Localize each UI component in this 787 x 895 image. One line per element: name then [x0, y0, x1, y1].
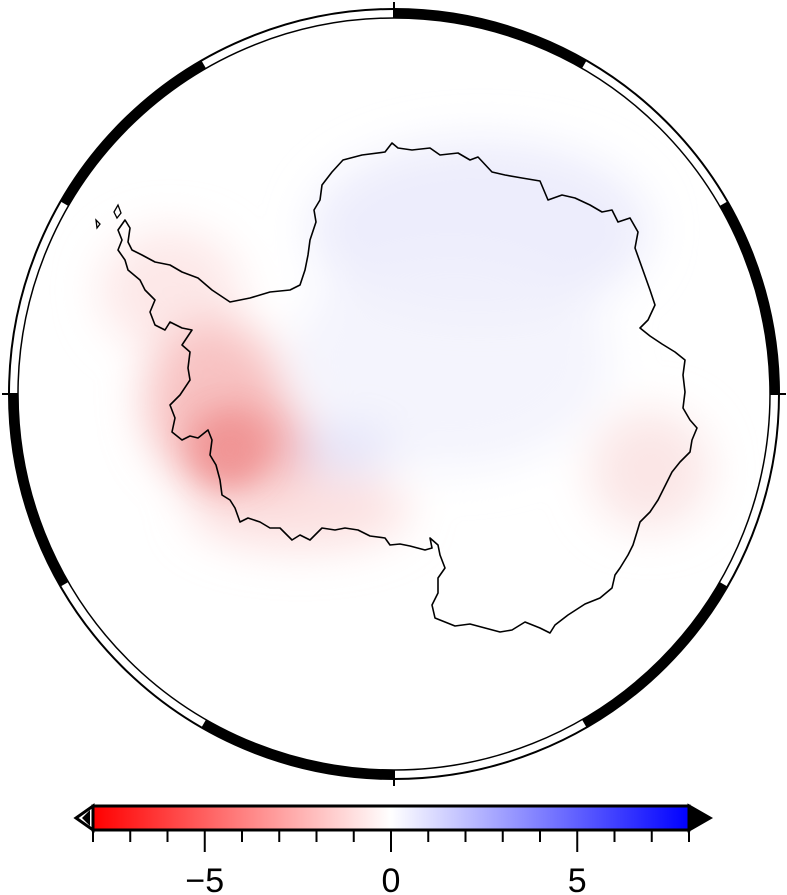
blue-anomaly-center — [295, 425, 395, 475]
colorbar: −5 0 5 — [73, 803, 714, 895]
blue-anomaly-interior — [290, 250, 610, 470]
frame-segment — [393, 9, 587, 69]
frame-segment — [581, 581, 728, 728]
colorbar-tick-label: 5 — [568, 862, 587, 895]
colorbar-tick-label: 0 — [382, 862, 401, 895]
red-anomaly-peninsula — [100, 230, 240, 350]
colorbar-ticks: −5 0 5 — [92, 830, 690, 895]
frame-segment — [60, 60, 207, 207]
frame-segment — [719, 201, 779, 395]
colorbar-high-extension — [687, 803, 714, 833]
colorbar-gradient — [91, 804, 691, 832]
colorbar-low-extension-fill — [82, 810, 90, 826]
colorbar-tick-label: −5 — [185, 862, 224, 895]
map-frame — [2, 2, 786, 786]
coastline — [117, 142, 698, 634]
peninsula-island — [95, 203, 122, 230]
red-anomaly-wilkes — [590, 410, 710, 530]
frame-segment — [201, 719, 395, 779]
anomaly-field — [100, 140, 710, 550]
frame-segment — [9, 393, 69, 587]
